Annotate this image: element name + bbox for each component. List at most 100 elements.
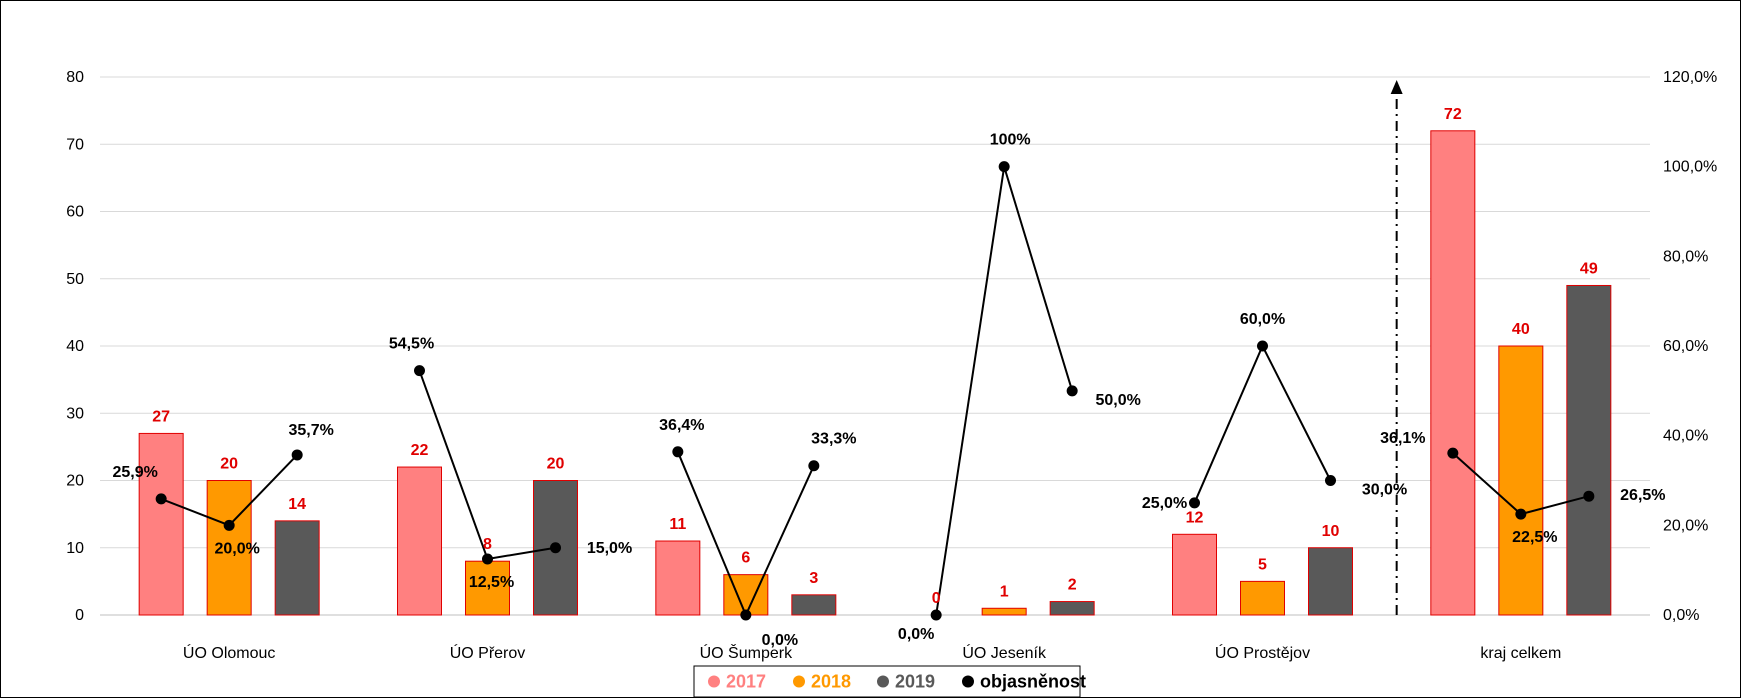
bar-value-label: 6 (741, 550, 750, 567)
line-point (414, 365, 425, 377)
category-label: ÚO Olomouc (183, 643, 275, 662)
data-labels: 27 22 11 0 12 72 20 8 6 1 5 40 14 20 3 2 10 49 25,9% 20,0% 3… (112, 106, 1665, 649)
line-point (482, 553, 493, 565)
line-point (1515, 508, 1527, 520)
y-right-tick-label: 0,0% (1663, 607, 1699, 624)
bar-value-label: 14 (288, 496, 306, 513)
bar-2017 (397, 466, 442, 616)
bar-value-label: 3 (809, 570, 818, 587)
y-right-tick-label: 60,0% (1663, 338, 1708, 355)
y-right-tick-label: 20,0% (1663, 517, 1708, 534)
legend-marker (708, 675, 720, 688)
bar-2019 (1308, 547, 1353, 616)
bar-2019 (1566, 284, 1612, 616)
line-value-label: 36,4% (659, 417, 704, 434)
legend-marker (793, 675, 805, 688)
bar-value-label: 49 (1580, 260, 1598, 277)
bar-2017 (138, 432, 184, 616)
line-value-label: 0,0% (898, 626, 934, 643)
line-value-label: 36,1% (1380, 430, 1425, 447)
bar-value-label: 20 (547, 456, 565, 473)
y-left-tick-label: 40 (66, 338, 84, 355)
line-point (223, 519, 235, 531)
line-value-label: 25,0% (1142, 495, 1187, 512)
line-value-label: 50,0% (1095, 392, 1140, 409)
bar-2018 (1498, 345, 1544, 616)
y-right-tick-label: 80,0% (1663, 248, 1708, 265)
legend-label: 2019 (895, 672, 935, 692)
y-left-tick-label: 10 (66, 540, 84, 557)
category-label: kraj celkem (1480, 645, 1561, 662)
bar-2018 (981, 607, 1027, 616)
y-left-tick-label: 80 (66, 69, 84, 86)
line-value-label: 15,0% (587, 540, 632, 557)
legend-marker (962, 675, 974, 688)
line-value-label: 33,3% (811, 431, 856, 448)
line-point (550, 542, 561, 554)
line-point (740, 609, 752, 621)
bar-value-label: 5 (1258, 556, 1267, 573)
legend-marker (877, 675, 889, 688)
legend-label: 2017 (726, 672, 766, 692)
y-left-tick-label: 70 (66, 136, 84, 153)
category-label: ÚO Šumperk (700, 643, 793, 662)
line-value-label: 54,5% (389, 336, 434, 353)
bar-value-label: 2 (1068, 577, 1077, 594)
line-value-label: 100% (990, 132, 1031, 149)
legend: 2017 2018 2019 objasněnost (693, 665, 1086, 698)
line-point (672, 446, 684, 458)
line-value-label: 30,0% (1362, 482, 1407, 499)
bar-value-label: 22 (411, 442, 429, 459)
bar-2019 (1049, 601, 1095, 616)
bar-2017 (1172, 533, 1217, 616)
bar-value-label: 12 (1186, 509, 1204, 526)
line-value-label: 26,5% (1620, 487, 1665, 504)
line-value-label: 25,9% (112, 464, 157, 481)
line-series (155, 161, 1595, 621)
line-point (930, 609, 942, 621)
bar-value-label: 10 (1322, 523, 1340, 540)
separator-arrowhead (1390, 80, 1403, 94)
bar-2018 (206, 480, 252, 616)
y-left-tick-label: 60 (66, 204, 84, 221)
y-left-tick-label: 30 (66, 405, 84, 422)
line-value-label: 12,5% (469, 574, 514, 591)
bar-2017 (655, 540, 701, 616)
y-left-tick-label: 50 (66, 271, 84, 288)
line-point (1325, 475, 1336, 486)
legend-label: 2018 (811, 672, 851, 692)
bar-value-label: 1 (1000, 583, 1009, 600)
y-left-tick-label: 20 (66, 473, 84, 490)
bar-2019 (791, 594, 837, 616)
line-point (808, 460, 820, 472)
category-label: ÚO Přerov (450, 643, 526, 662)
line-point (155, 493, 167, 505)
bar-value-label: 27 (152, 408, 170, 425)
y-right-tick-label: 40,0% (1663, 428, 1708, 445)
line-point (291, 449, 303, 461)
bar-2017 (1430, 130, 1476, 616)
y-left-tick-label: 0 (75, 607, 84, 624)
line-value-label: 60,0% (1240, 311, 1285, 328)
line-point (1583, 490, 1595, 502)
line-point (1447, 447, 1459, 459)
category-label: ÚO Prostějov (1215, 643, 1310, 662)
bar-value-label: 0 (932, 590, 941, 607)
bars (138, 130, 1612, 616)
bar-value-label: 40 (1512, 321, 1530, 338)
line-point (1189, 497, 1200, 509)
bar-2019 (274, 520, 320, 616)
y-right-tick-label: 100,0% (1663, 159, 1717, 176)
y-right-tick-label: 120,0% (1663, 69, 1717, 86)
line-point (1066, 385, 1078, 397)
bar-value-label: 11 (669, 516, 686, 533)
line-point (998, 161, 1010, 173)
bar-value-label: 8 (483, 536, 492, 553)
line-value-label: 35,7% (288, 422, 333, 439)
bar-2018 (1240, 580, 1285, 616)
bar-value-label: 20 (220, 456, 238, 473)
line-value-label: 0,0% (762, 632, 798, 649)
